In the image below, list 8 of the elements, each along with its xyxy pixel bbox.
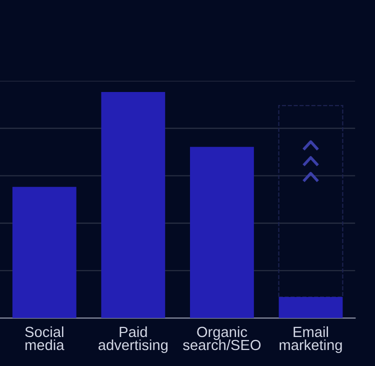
bar (101, 92, 166, 318)
x-tick-label: Social media (25, 326, 64, 350)
bar (190, 146, 254, 318)
x-tick-label: Organic search/SEO (183, 326, 261, 350)
x-tick-label: Paid advertising (98, 326, 168, 354)
bar (12, 186, 76, 318)
x-tick-label: Email marketing (280, 326, 342, 354)
bar (278, 297, 343, 318)
